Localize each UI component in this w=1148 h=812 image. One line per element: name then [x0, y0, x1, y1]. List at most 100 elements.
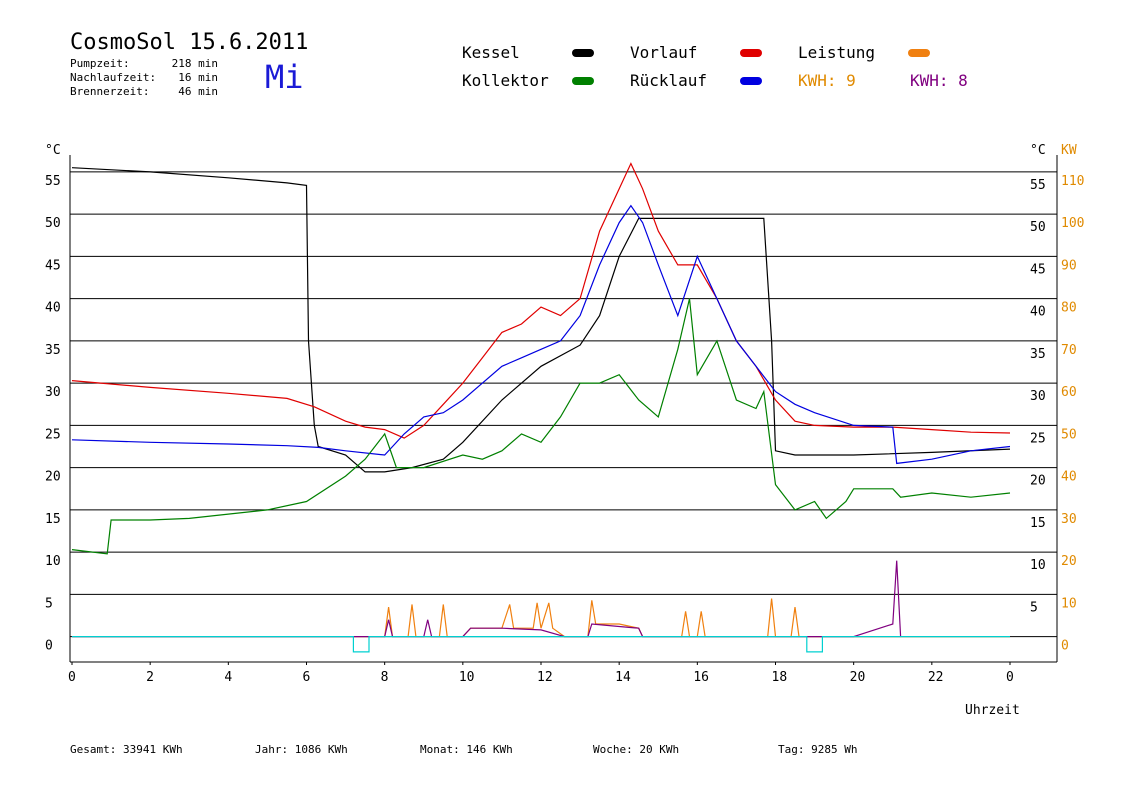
y-tick-label-right: 10 — [1030, 558, 1046, 573]
x-tick-label: 10 — [459, 670, 475, 685]
stat-value: 218 min — [171, 57, 218, 70]
legend-label: Rücklauf — [630, 71, 708, 90]
legend-label: Vorlauf — [630, 43, 698, 62]
legend-label: Kessel — [462, 43, 520, 62]
legend-leistung: Leistung — [798, 43, 930, 62]
y-tick-label-left: 15 — [45, 512, 61, 527]
stat-label: Nachlaufzeit: — [70, 71, 157, 84]
x-tick-label: 8 — [381, 670, 389, 685]
series-layer — [71, 162, 1011, 653]
grid-layer — [69, 155, 1058, 665]
kw-tick-label: 10 — [1061, 596, 1077, 611]
x-tick-label: 18 — [772, 670, 788, 685]
footer-label: Tag: — [778, 743, 805, 756]
legend-swatch — [572, 76, 594, 85]
stat-row-brennerzeit: Brennerzeit: 46 min — [70, 85, 218, 99]
series-line — [72, 636, 1010, 653]
kw-tick-label: 60 — [1061, 385, 1077, 400]
series-line — [72, 598, 1010, 638]
footer-value: 146 KWh — [466, 743, 513, 756]
y-tick-label-left: 25 — [45, 427, 61, 442]
footer-value: 1086 KWh — [294, 743, 348, 756]
y-tick-label-left: 50 — [45, 216, 61, 231]
x-tick-label: 0 — [1006, 670, 1014, 685]
stat-value: 16 min — [178, 71, 218, 84]
legend-ruecklauf: Rücklauf — [630, 71, 762, 90]
legend-label: Leistung — [798, 43, 876, 62]
footer-value: 33941 KWh — [122, 743, 183, 756]
x-axis-title: Uhrzeit — [965, 703, 1020, 718]
legend-swatch — [740, 48, 762, 57]
kw-tick-label: 40 — [1061, 470, 1077, 485]
y-tick-label-left: 0 — [45, 639, 53, 654]
footer-tag: Tag: 9285 Wh — [778, 743, 857, 756]
y-axis-title-right: °C — [1030, 143, 1046, 158]
y-tick-label-left: 40 — [45, 301, 61, 316]
y-tick-label-right: 20 — [1030, 474, 1046, 489]
y-tick-label-left: 45 — [45, 258, 61, 273]
series-line — [72, 560, 902, 638]
series-line — [71, 162, 1011, 439]
x-tick-label: 22 — [928, 670, 944, 685]
y-tick-label-right: 5 — [1030, 600, 1038, 615]
kw-tick-label: 30 — [1061, 512, 1077, 527]
y-tick-label-right: 50 — [1030, 220, 1046, 235]
kw-tick-label: 70 — [1061, 343, 1077, 358]
stats-block: Pumpzeit: 218 min Nachlaufzeit: 16 min Bre… — [70, 57, 218, 99]
kwh-primary: KWH: 9 — [798, 71, 856, 90]
x-tick-label: 0 — [68, 670, 76, 685]
y-tick-label-right: 30 — [1030, 389, 1046, 404]
x-tick-label: 2 — [146, 670, 154, 685]
y-tick-label-left: 20 — [45, 470, 61, 485]
series-line — [71, 167, 1011, 473]
stat-value: 46 min — [178, 85, 218, 98]
y-tick-label-right: 35 — [1030, 347, 1046, 362]
x-tick-label: 6 — [303, 670, 311, 685]
kw-tick-label: 110 — [1061, 174, 1084, 189]
series-line — [71, 298, 1011, 555]
y-tick-label-left: 35 — [45, 343, 61, 358]
legend-label: Kollektor — [462, 71, 549, 90]
stat-label: Pumpzeit: — [70, 57, 130, 70]
weekday-label: Mi — [265, 58, 304, 96]
legend-vorlauf: Vorlauf — [630, 43, 762, 62]
x-tick-label: 20 — [850, 670, 866, 685]
y-tick-label-right: 45 — [1030, 262, 1046, 277]
footer-label: Monat: — [420, 743, 460, 756]
stat-row-pumpzeit: Pumpzeit: 218 min — [70, 57, 218, 71]
kw-axis-title: KW — [1061, 143, 1077, 158]
footer-value: 9285 Wh — [811, 743, 858, 756]
legend-kessel: Kessel — [462, 43, 594, 62]
stat-label: Brennerzeit: — [70, 85, 150, 98]
y-tick-label-right: 15 — [1030, 516, 1046, 531]
legend-swatch — [908, 48, 930, 57]
footer-value: 20 KWh — [639, 743, 680, 756]
footer-woche: Woche: 20 KWh — [593, 743, 679, 756]
y-tick-label-right: 40 — [1030, 305, 1046, 320]
app-title: CosmoSol 15.6.2011 — [70, 30, 309, 55]
y-tick-label-left: 10 — [45, 554, 61, 569]
y-tick-label-right: 55 — [1030, 178, 1046, 193]
legend-swatch — [740, 76, 762, 85]
kw-tick-label: 80 — [1061, 301, 1077, 316]
footer-label: Jahr: — [255, 743, 289, 756]
x-tick-label: 14 — [615, 670, 631, 685]
x-tick-label: 4 — [224, 670, 232, 685]
y-tick-label-left: 5 — [45, 596, 53, 611]
label-layer: 0510152025303540455055510152025303540455… — [45, 143, 1084, 718]
kw-tick-label: 20 — [1061, 554, 1077, 569]
footer-label: Gesamt: — [70, 743, 117, 756]
legend-kollektor: Kollektor — [462, 71, 594, 90]
legend-swatch — [572, 48, 594, 57]
footer-label: Woche: — [593, 743, 633, 756]
y-axis-title-left: °C — [45, 143, 61, 158]
y-tick-label-left: 55 — [45, 174, 61, 189]
footer-jahr: Jahr: 1086 KWh — [255, 743, 348, 756]
kw-tick-label: 0 — [1061, 639, 1069, 654]
kwh-secondary: KWH: 8 — [910, 71, 968, 90]
kw-tick-label: 100 — [1061, 216, 1084, 231]
footer-monat: Monat: 146 KWh — [420, 743, 513, 756]
y-tick-label-left: 30 — [45, 385, 61, 400]
series-line — [71, 204, 1011, 465]
